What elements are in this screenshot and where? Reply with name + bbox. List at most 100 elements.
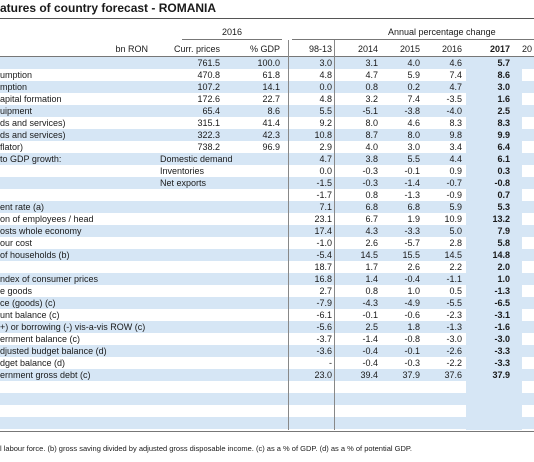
band-row-11 [0, 177, 534, 189]
table-cell: 7.1 [319, 202, 332, 212]
table-cell: 1.0 [407, 286, 420, 296]
table-cell: -1.6 [494, 322, 510, 332]
table-cell: 315.1 [197, 118, 220, 128]
table-cell: 4.7 [365, 70, 378, 80]
table-cell: -7.9 [316, 298, 332, 308]
table-cell: -2.3 [446, 310, 462, 320]
table-cell: -1.4 [404, 178, 420, 188]
row-label: ds and services) [0, 118, 66, 128]
table-row: +) or borrowing (-) vis-a-vis ROW (c) -5.… [0, 321, 534, 333]
table-cell: 41.4 [262, 118, 280, 128]
table-cell: 2.8 [449, 238, 462, 248]
table-row: Inventories 0.0 -0.3 -0.1 0.9 0.3 [0, 165, 534, 177]
table-cell: 1.7 [365, 262, 378, 272]
table-cell: 0.9 [449, 166, 462, 176]
table-row: ent rate (a) 7.1 6.8 6.8 5.9 5.3 [0, 201, 534, 213]
table-cell: -6.5 [494, 298, 510, 308]
band-row-9 [0, 153, 534, 165]
table-row: our cost -1.0 2.6 -5.7 2.8 5.8 [0, 237, 534, 249]
table-row: ds and services) 315.1 41.4 9.2 8.0 4.6 8.3 8.3 [0, 117, 534, 129]
table-row: ce (goods) (c) -7.9 -4.3 -4.9 -5.5 -6.5 [0, 297, 534, 309]
table-cell: 9.8 [449, 130, 462, 140]
row-label: dget balance (d) [0, 358, 66, 368]
table-cell: 2.5 [497, 106, 510, 116]
table-cell: -0.3 [362, 178, 378, 188]
header-curr-prices: Curr. prices [173, 44, 220, 54]
table-cell: 4.8 [319, 70, 332, 80]
band-row-31 [0, 417, 534, 429]
header-2016: 2016 [441, 44, 462, 54]
table-row: ds and services) 322.3 42.3 10.8 8.7 8.0 9.8 9.… [0, 129, 534, 141]
vrule-after-pct-gdp [288, 40, 289, 430]
table-cell: 8.3 [497, 118, 510, 128]
table-cell: 4.4 [449, 154, 462, 164]
table-cell: 4.8 [319, 94, 332, 104]
band-row-15 [0, 225, 534, 237]
row-sublabel: Domestic demand [160, 154, 233, 164]
band-row-25 [0, 345, 534, 357]
table-cell: - [329, 358, 332, 368]
table-row: to GDP growth: Domestic demand 4.7 3.8 5.5 4.… [0, 153, 534, 165]
table-cell: 3.4 [449, 142, 462, 152]
table-cell: 3.8 [365, 154, 378, 164]
table-cell: -5.5 [446, 298, 462, 308]
table-cell: 0.5 [449, 286, 462, 296]
table-bottom-rule [0, 431, 534, 432]
table-cell: -2.6 [446, 346, 462, 356]
table-cell: -3.8 [404, 106, 420, 116]
table-cell: -0.1 [404, 166, 420, 176]
table-cell: 2.6 [407, 262, 420, 272]
table-cell: 4.7 [319, 154, 332, 164]
table-cell: -1.0 [316, 238, 332, 248]
table-row: e goods 2.7 0.8 1.0 0.5 -1.3 [0, 285, 534, 297]
table-cell: -0.8 [494, 178, 510, 188]
row-label: ernment balance (c) [0, 334, 81, 344]
band-row-27 [0, 369, 534, 381]
header-pct-gdp: % GDP [249, 44, 280, 54]
row-label: ce (goods) (c) [0, 298, 56, 308]
table-cell: 37.9 [492, 370, 510, 380]
band-row-23 [0, 321, 534, 333]
table-cell: 1.6 [497, 94, 510, 104]
table-cell: 5.5 [407, 154, 420, 164]
table-cell: -3.3 [494, 358, 510, 368]
table-cell: 5.9 [407, 70, 420, 80]
table-cell: 761.5 [197, 58, 220, 68]
table-cell: 4.3 [365, 226, 378, 236]
row-label: on of employees / head [0, 214, 94, 224]
table-row: flator) 738.2 96.9 2.9 4.0 3.0 3.4 6.4 [0, 141, 534, 153]
header-2018-partial: 20 [522, 44, 533, 54]
table-cell: 4.0 [365, 142, 378, 152]
table-cell: 65.4 [202, 106, 220, 116]
table-cell: 2.2 [449, 262, 462, 272]
table-cell: 13.2 [492, 214, 510, 224]
table-cell: 16.8 [314, 274, 332, 284]
table-cell: -3.0 [494, 334, 510, 344]
row-sublabel: Inventories [160, 166, 205, 176]
table-cell: -1.4 [362, 334, 378, 344]
table-cell: -5.6 [316, 322, 332, 332]
table-cell: -0.6 [404, 310, 420, 320]
table-cell: 61.8 [262, 70, 280, 80]
row-label: djusted budget balance (d) [0, 346, 107, 356]
table-cell: -1.3 [494, 286, 510, 296]
band-row-17 [0, 249, 534, 261]
table-row: of households (b) -5.4 14.5 15.5 14.5 14.8 [0, 249, 534, 261]
table-cell: -3.5 [446, 94, 462, 104]
table-cell: 7.4 [407, 94, 420, 104]
band-row-19 [0, 273, 534, 285]
band-row-5 [0, 105, 534, 117]
table-cell: 42.3 [262, 130, 280, 140]
table-cell: -3.3 [404, 226, 420, 236]
table-cell: 5.9 [449, 202, 462, 212]
band-row-13 [0, 201, 534, 213]
table-cell: 14.5 [360, 250, 378, 260]
row-label: ent rate (a) [0, 202, 45, 212]
table-cell: -0.7 [446, 178, 462, 188]
table-cell: -0.4 [362, 358, 378, 368]
table-cell: -3.6 [316, 346, 332, 356]
table-cell: 5.3 [497, 202, 510, 212]
table-cell: 7.9 [497, 226, 510, 236]
table-cell: 6.1 [497, 154, 510, 164]
table-cell: 37.9 [402, 370, 420, 380]
